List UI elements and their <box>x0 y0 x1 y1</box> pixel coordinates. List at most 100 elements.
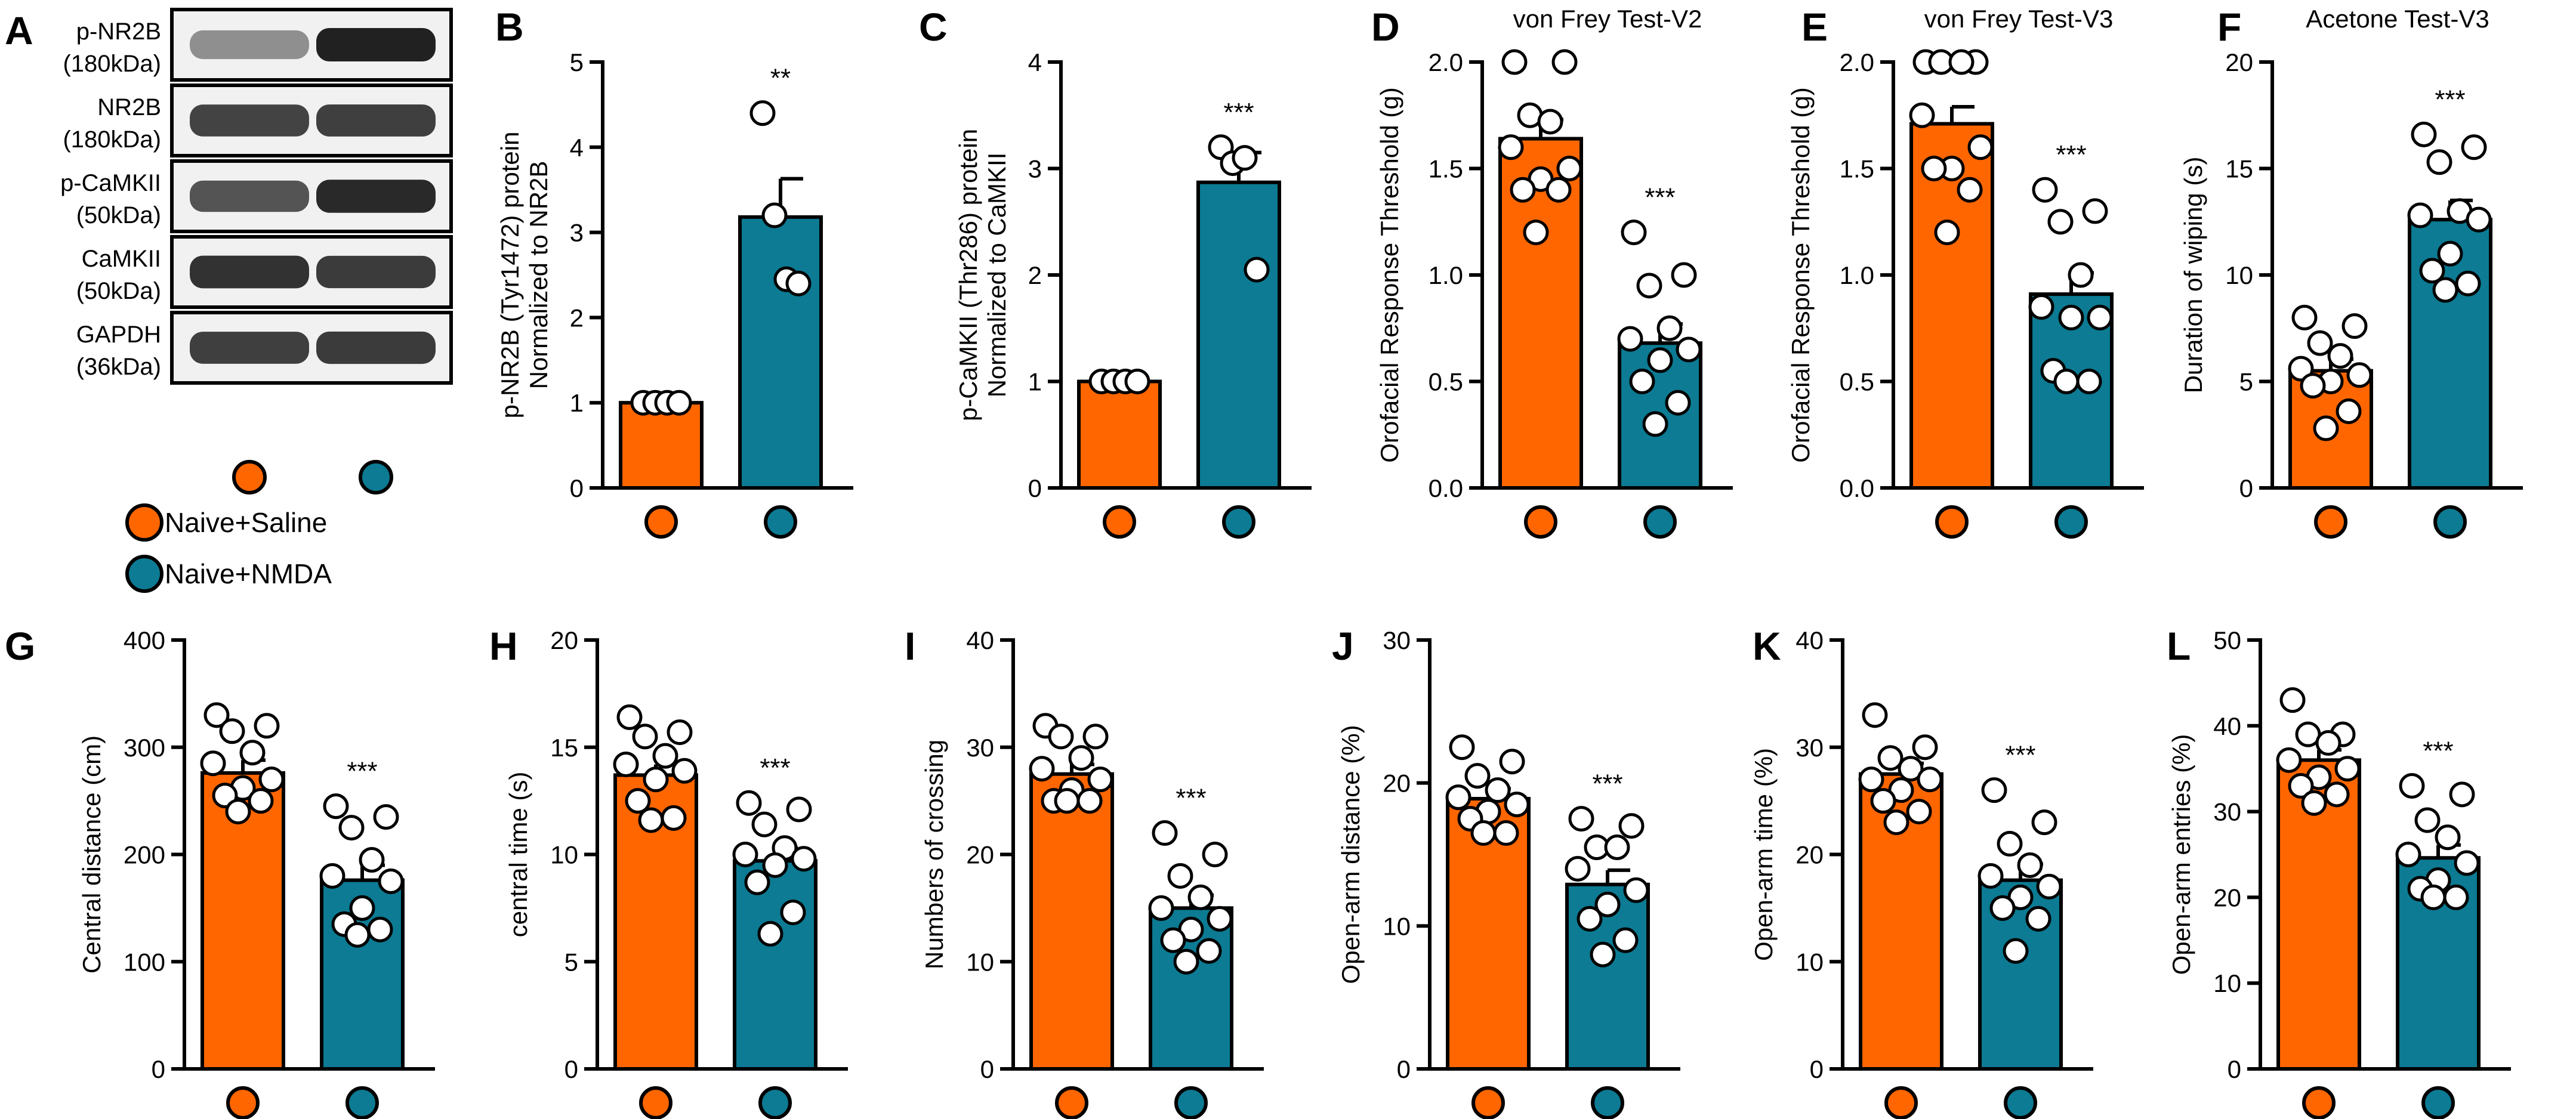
data-point <box>1612 927 1639 953</box>
data-point <box>1898 756 1924 782</box>
data-point <box>1029 756 1055 782</box>
data-point <box>1921 156 1947 181</box>
significance-marker: *** <box>1592 769 1622 799</box>
data-point <box>1087 766 1113 793</box>
y-tick-label: 0 <box>1397 1055 1411 1083</box>
significance-marker: *** <box>2056 140 2086 169</box>
group-marker <box>2314 505 2347 539</box>
bar-nmda <box>1196 180 1281 490</box>
data-point <box>2395 842 2421 867</box>
data-point <box>1551 49 1578 75</box>
y-tick-label: 0.5 <box>1429 368 1463 396</box>
y-tick-label: 4 <box>1028 48 1042 76</box>
data-point <box>2454 850 2480 876</box>
data-point <box>613 752 639 778</box>
data-point <box>1124 369 1150 394</box>
data-point <box>1877 745 1904 771</box>
data-point <box>1485 777 1511 803</box>
y-axis-label: Numbers of crossing <box>920 740 948 969</box>
blot-label: CaMKII <box>82 246 161 272</box>
data-point <box>1464 763 1491 789</box>
data-point <box>323 793 349 820</box>
data-point <box>1048 724 1074 750</box>
data-point <box>349 895 375 921</box>
group-marker <box>758 1086 792 1119</box>
y-tick-label: 40 <box>2213 712 2241 740</box>
panel-letter-b: B <box>495 5 524 49</box>
data-point <box>2324 781 2350 808</box>
significance-marker: *** <box>760 753 790 783</box>
significance-marker: *** <box>2435 85 2465 114</box>
blot-band <box>190 30 309 60</box>
data-point <box>1498 134 1524 160</box>
chart-title: von Frey Test-V3 <box>1924 5 2114 33</box>
data-point <box>1981 777 2007 803</box>
y-tick-label: 1 <box>1028 368 1042 396</box>
bar-saline <box>1029 772 1114 1071</box>
group-marker <box>1591 1086 1624 1119</box>
data-point <box>1997 831 2023 857</box>
bar-nmda <box>733 859 817 1071</box>
blot-band <box>190 255 309 289</box>
y-tick-label: 1.5 <box>1840 155 1874 183</box>
y-tick-label: 1.0 <box>1429 261 1463 289</box>
data-point <box>2047 209 2074 235</box>
group-marker <box>1055 1086 1088 1119</box>
data-point <box>2025 905 2051 932</box>
data-point <box>780 899 806 926</box>
data-point <box>1565 855 1591 882</box>
blot-mw: (50kDa) <box>76 202 161 228</box>
blot-band <box>190 104 309 137</box>
data-point <box>1883 809 1909 836</box>
y-tick-label: 20 <box>966 841 994 869</box>
group-marker-nmda <box>359 460 393 494</box>
data-point <box>1167 863 1193 889</box>
data-point <box>671 758 698 784</box>
data-point <box>2443 884 2469 910</box>
data-point <box>1870 788 1896 814</box>
y-tick-label: 20 <box>2225 48 2253 76</box>
data-point <box>791 846 817 872</box>
group-marker <box>1103 505 1136 539</box>
data-point <box>1858 766 1884 793</box>
data-point <box>2053 369 2080 394</box>
data-point <box>786 796 812 823</box>
data-point <box>736 790 762 816</box>
panel-l: L 0 10 20 30 40 50 Open-arm entries (%) *** <box>2167 624 2511 1119</box>
y-tick-label: 5 <box>570 48 584 76</box>
y-tick-label: 0.0 <box>1429 474 1463 502</box>
data-point <box>2336 398 2362 424</box>
y-tick-label: 0 <box>564 1055 578 1083</box>
data-point <box>2461 134 2487 160</box>
panel-letter-i: I <box>905 624 915 668</box>
panel-b: B 0 1 2 3 4 5 p-NR2B (Tyr1472) protein Normalize… <box>495 5 853 539</box>
panel-letter-j: J <box>1332 624 1354 668</box>
data-point <box>1934 220 1960 246</box>
y-tick-label: 300 <box>124 734 165 762</box>
blot-band <box>316 28 436 61</box>
data-point <box>751 811 778 837</box>
data-point <box>2432 277 2458 303</box>
panel-letter-h: H <box>489 624 518 668</box>
y-axis-label: Open-arm distance (%) <box>1337 725 1365 984</box>
y-tick-label: 100 <box>124 948 165 976</box>
data-point <box>219 718 245 744</box>
data-point <box>1862 702 1888 728</box>
y-tick-label: 30 <box>2213 798 2241 826</box>
y-tick-label: 2.0 <box>1840 48 1874 76</box>
y-axis-label: p-CaMKII (Thr286) protein <box>954 129 982 421</box>
chart-title: Acetone Test-V3 <box>2306 5 2489 33</box>
data-point <box>1470 820 1497 846</box>
data-point <box>1629 369 1655 394</box>
data-point <box>2414 807 2441 833</box>
data-point <box>1989 895 2016 921</box>
blot-label: GAPDH <box>76 322 161 348</box>
bar-saline <box>1077 379 1162 490</box>
data-point <box>2036 873 2062 899</box>
data-point <box>1656 315 1683 341</box>
group-marker <box>2302 1086 2336 1119</box>
blot-band <box>316 104 436 137</box>
data-point <box>2407 202 2433 228</box>
blot-label: p-CaMKII <box>60 170 161 196</box>
data-point <box>2087 304 2113 330</box>
